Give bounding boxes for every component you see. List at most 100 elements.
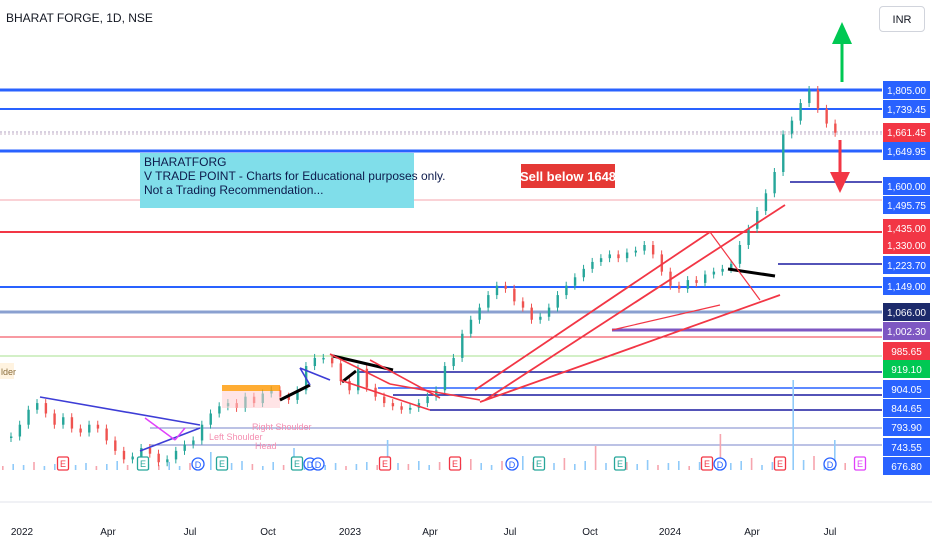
price-tag-label: 919.10: [891, 365, 922, 376]
volume-bar: [740, 461, 742, 470]
price-tag: [883, 100, 930, 118]
x-tick-label: Jul: [184, 527, 197, 538]
sell-label: Sell below 1648: [520, 169, 616, 184]
earnings-marker: E: [219, 459, 225, 469]
volume-bar: [802, 460, 805, 470]
candle: [677, 285, 681, 289]
earnings-icon[interactable]: [378, 456, 392, 471]
x-tick-label: Apr: [100, 527, 116, 538]
candle: [53, 413, 56, 425]
x-tick-label: 2022: [11, 527, 34, 538]
volume-bar: [116, 461, 118, 470]
currency-button[interactable]: INR: [879, 6, 925, 32]
earnings-icon[interactable]: [700, 456, 714, 471]
price-tag: [883, 322, 930, 340]
volume-bar: [522, 456, 524, 470]
volume-bar: [366, 462, 368, 470]
volume-bar: [490, 465, 493, 470]
candle: [10, 436, 13, 438]
candle: [218, 406, 221, 414]
candle: [461, 333, 464, 358]
volume-bar: [126, 465, 129, 470]
dividend-marker: D: [307, 460, 314, 470]
candle: [521, 301, 525, 308]
candle: [18, 424, 22, 437]
earnings-icon[interactable]: [613, 456, 627, 471]
candle: [556, 295, 559, 308]
candle: [339, 363, 343, 382]
candle: [409, 407, 412, 410]
price-tag-label: 1,495.75: [887, 201, 926, 212]
earnings-marker: E: [857, 459, 863, 469]
earnings-icon[interactable]: [136, 456, 150, 471]
candle: [651, 245, 655, 255]
earnings-icon[interactable]: [773, 456, 787, 471]
earnings-icon[interactable]: [215, 456, 229, 471]
breakout-box: [222, 385, 280, 391]
candle: [357, 368, 360, 391]
volume-bar: [470, 459, 472, 470]
earnings-icon[interactable]: [448, 456, 462, 471]
candle: [721, 268, 724, 272]
price-tag-label: 904.05: [891, 385, 922, 396]
candle: [391, 403, 395, 407]
down-arrow-icon: [830, 172, 850, 193]
price-tag-label: 1,149.00: [887, 282, 926, 293]
earnings-icon[interactable]: [290, 456, 304, 471]
volume-bar: [438, 462, 441, 470]
dividend-icon[interactable]: [823, 457, 837, 471]
dividend-icon[interactable]: [505, 457, 519, 471]
dividend-marker: D: [717, 460, 724, 470]
volume-bar: [407, 464, 410, 470]
candle: [591, 261, 594, 269]
dividend-marker: D: [195, 460, 202, 470]
trend-line: [174, 427, 186, 441]
candle: [808, 90, 811, 104]
earnings-marker: E: [617, 459, 623, 469]
candle: [452, 357, 455, 367]
x-tick-label: Oct: [582, 527, 598, 538]
candle: [617, 254, 620, 259]
price-tag-label: 1,223.70: [887, 261, 926, 272]
volume-bar: [189, 463, 191, 470]
candle: [686, 280, 690, 289]
volume-bar: [719, 434, 722, 470]
candle: [547, 307, 551, 317]
candle: [166, 459, 169, 463]
annotation-line: BHARATFORG: [144, 155, 226, 169]
candle: [660, 254, 664, 272]
dividend-marker: D: [315, 460, 322, 470]
trend-line: [474, 231, 711, 391]
price-tag: [883, 303, 930, 321]
earnings-icon[interactable]: [56, 456, 70, 471]
trend-line: [139, 427, 201, 452]
price-tag: [883, 177, 930, 195]
volume-bar: [54, 464, 56, 470]
volume-bar: [771, 462, 774, 470]
earnings-marker: E: [452, 459, 458, 469]
candle: [157, 453, 160, 463]
trend-line: [611, 304, 721, 331]
price-tag: [883, 236, 930, 254]
volume-bar: [750, 458, 753, 470]
candle: [599, 258, 603, 262]
volume-bar: [594, 446, 597, 470]
candle: [313, 357, 317, 367]
volume-bar: [334, 463, 337, 470]
earnings-icon[interactable]: [532, 456, 546, 471]
earnings-icon[interactable]: [853, 456, 867, 471]
volume-bar: [418, 461, 420, 470]
volume-bar: [355, 464, 358, 470]
volume-bar: [12, 464, 14, 470]
volume-bar: [2, 466, 4, 470]
dividend-icon[interactable]: [713, 457, 727, 471]
trend-line: [369, 359, 441, 399]
dividend-icon[interactable]: [191, 457, 205, 471]
volume-bar: [813, 456, 815, 470]
dividend-icon[interactable]: [311, 457, 325, 471]
dividend-marker: D: [509, 460, 516, 470]
volume-bar: [386, 440, 389, 470]
price-tag: [883, 123, 930, 141]
